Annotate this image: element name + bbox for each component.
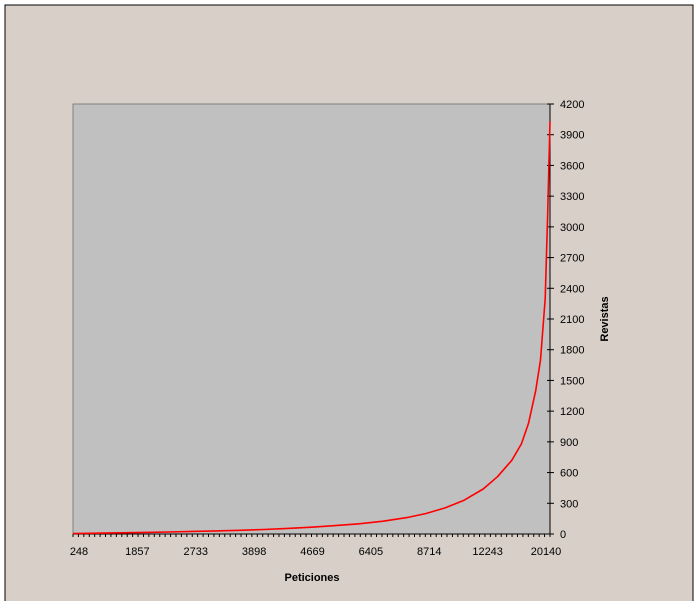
- y-tick-label: 0: [560, 529, 566, 541]
- y-tick-label: 2100: [560, 314, 584, 326]
- y-tick-label: 600: [560, 468, 578, 480]
- plot-area: [72, 103, 551, 535]
- y-tick-label: 300: [560, 498, 578, 510]
- y-tick-label: 3300: [560, 191, 584, 203]
- y-tick-label: 3000: [560, 222, 584, 234]
- y-axis: 0 300 600 900 1200 1500 1800 2100 2400 2700 3000 33…: [547, 99, 584, 541]
- x-tick-label: 6405: [359, 546, 383, 558]
- y-tick-label: 1200: [560, 406, 584, 418]
- series-line: [72, 121, 551, 535]
- y-axis-title: Revistas: [599, 296, 611, 341]
- x-tick-label: 12243: [472, 546, 503, 558]
- x-tick-label: 4669: [300, 546, 324, 558]
- x-axis-title: Peticiones: [284, 572, 339, 584]
- x-tick-label: 248: [70, 546, 88, 558]
- y-tick-label: 2700: [560, 253, 584, 265]
- x-tick-label: 20140: [531, 546, 562, 558]
- y-tick-label: 1800: [560, 345, 584, 357]
- y-tick-label: 900: [560, 437, 578, 449]
- y-tick-label: 4200: [560, 99, 584, 111]
- x-tick-label: 2733: [184, 546, 208, 558]
- series-group: [72, 121, 551, 535]
- y-tick-label: 1500: [560, 375, 584, 387]
- y-tick-label: 2400: [560, 283, 584, 295]
- x-tick-label: 1857: [125, 546, 149, 558]
- x-tick-label: 8714: [417, 546, 441, 558]
- x-axis: 248 1857 2733 3898 4669 6405 8714 12243 20140: [70, 533, 562, 558]
- x-tick-label: 3898: [242, 546, 266, 558]
- y-tick-label: 3900: [560, 130, 584, 142]
- y-tick-label: 3600: [560, 160, 584, 172]
